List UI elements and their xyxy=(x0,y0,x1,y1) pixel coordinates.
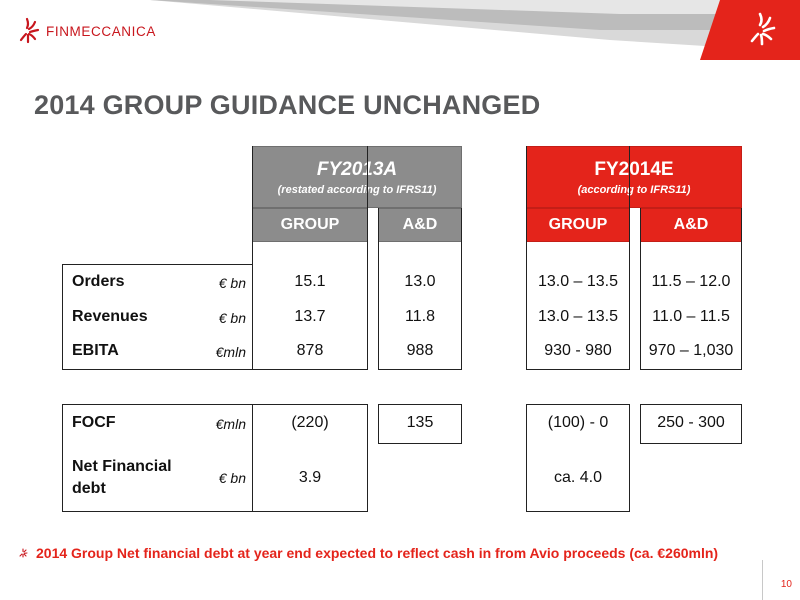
row-nfd-label-line2: debt xyxy=(72,480,106,497)
brand-logo: FINMECCANICA xyxy=(10,14,156,48)
focf-fy14-group: (100) - 0 xyxy=(547,414,609,431)
row-nfd-label-line1: Net Financial xyxy=(72,458,172,475)
bullet-star-icon xyxy=(19,548,28,558)
orders-fy14-group: 13.0 – 13.5 xyxy=(537,273,619,290)
row-nfd-unit: € bn xyxy=(218,470,246,486)
table2-fy13-group xyxy=(252,404,368,512)
focf-fy13-group: (220) xyxy=(291,414,329,431)
brand-name: FINMECCANICA xyxy=(46,23,156,39)
row-revenues-label: Revenues xyxy=(72,308,148,325)
frame-fy14-ad xyxy=(640,208,742,370)
revenues-fy14-group: 13.0 – 13.5 xyxy=(537,308,619,325)
row-ebita-unit: €mln xyxy=(215,344,246,360)
fy2014-col-group: GROUP xyxy=(526,208,630,242)
nfd-fy13-group: 3.9 xyxy=(298,469,322,486)
focf-fy13-ad: 135 xyxy=(406,414,434,431)
revenues-fy14-ad: 11.0 – 11.5 xyxy=(652,308,730,325)
row-focf-unit: €mln xyxy=(215,416,246,432)
table2-label-box xyxy=(62,404,252,512)
fy2013-header: FY2013A (restated according to IFRS11) xyxy=(252,146,462,208)
ebita-fy13-ad: 988 xyxy=(406,342,434,359)
table2-fy13-ad xyxy=(378,404,462,444)
row-revenues-unit: € bn xyxy=(218,310,246,326)
table2-fy14-ad xyxy=(640,404,742,444)
page-number: 10 xyxy=(780,579,792,590)
ebita-fy14-ad: 970 – 1,030 xyxy=(648,342,734,359)
page-title: 2014 GROUP GUIDANCE UNCHANGED xyxy=(34,90,541,120)
frame-fy13-group xyxy=(252,146,368,370)
fy2014-subtitle: (according to IFRS11) xyxy=(577,184,691,196)
orders-fy13-group: 15.1 xyxy=(294,273,326,290)
fy2013-subtitle: (restated according to IFRS11) xyxy=(277,184,437,196)
finmeccanica-star-icon xyxy=(19,17,40,44)
fy2014-header: FY2014E (according to IFRS11) xyxy=(526,146,742,208)
frame-fy13-ad xyxy=(378,208,462,370)
page-divider xyxy=(762,560,763,600)
row-ebita-label: EBITA xyxy=(72,342,119,359)
fy2014-title: FY2014E xyxy=(594,159,674,180)
frame-fy14-group xyxy=(526,146,630,370)
table2-fy14-group xyxy=(526,404,630,512)
focf-fy14-ad: 250 - 300 xyxy=(657,414,725,431)
fy2014-col-ad: A&D xyxy=(640,208,742,242)
ebita-fy13-group: 878 xyxy=(296,342,324,359)
nfd-fy14-group: ca. 4.0 xyxy=(553,469,603,486)
row-orders-label: Orders xyxy=(72,273,125,290)
footnote: 2014 Group Net financial debt at year en… xyxy=(36,545,719,561)
table1-label-box xyxy=(62,264,252,370)
row-focf-label: FOCF xyxy=(72,414,116,431)
ebita-fy14-group: 930 - 980 xyxy=(544,342,612,359)
star-logo-icon xyxy=(750,12,776,46)
header-band xyxy=(150,0,800,60)
revenues-fy13-ad: 11.8 xyxy=(405,308,435,325)
orders-fy14-ad: 11.5 – 12.0 xyxy=(651,273,731,290)
revenues-fy13-group: 13.7 xyxy=(294,308,326,325)
fy2013-title: FY2013A xyxy=(316,159,398,180)
row-orders-unit: € bn xyxy=(218,275,246,291)
orders-fy13-ad: 13.0 xyxy=(404,273,436,290)
